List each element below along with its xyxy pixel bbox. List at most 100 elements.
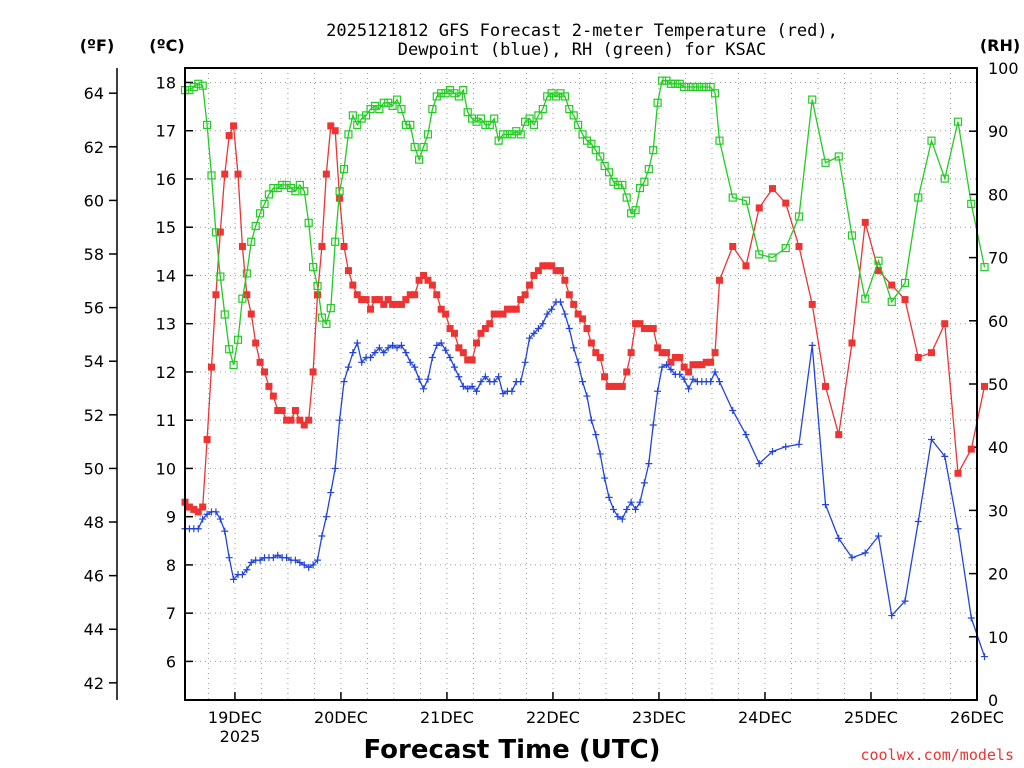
data-point xyxy=(344,267,352,275)
data-point xyxy=(728,193,737,202)
data-point xyxy=(498,130,508,139)
data-point xyxy=(486,320,494,328)
data-point xyxy=(442,346,450,354)
data-point xyxy=(583,325,591,333)
data-point xyxy=(393,300,401,308)
data-point xyxy=(981,382,989,390)
data-point xyxy=(464,356,472,364)
data-point xyxy=(234,170,242,178)
data-point xyxy=(782,443,790,451)
data-point xyxy=(397,300,405,308)
data-point xyxy=(539,320,547,328)
data-point xyxy=(335,187,344,196)
data-point xyxy=(742,262,750,270)
data-point xyxy=(689,361,697,369)
data-point xyxy=(601,474,609,482)
data-point xyxy=(529,120,539,129)
data-point xyxy=(521,358,529,366)
data-point xyxy=(888,612,896,620)
data-point xyxy=(375,344,383,352)
rh-tick-label: 30 xyxy=(988,501,1008,520)
data-point xyxy=(847,231,857,240)
data-point xyxy=(715,136,724,145)
data-point xyxy=(794,212,804,221)
data-point xyxy=(645,460,653,468)
data-point xyxy=(353,339,361,347)
data-point xyxy=(914,517,922,525)
data-point xyxy=(835,431,843,439)
x-tick-label: 22DEC xyxy=(526,708,580,727)
data-point xyxy=(534,325,542,333)
x-tick-label: 25DEC xyxy=(844,708,898,727)
data-point xyxy=(367,353,375,361)
grid-lines xyxy=(185,68,977,700)
data-point xyxy=(534,111,543,120)
data-point xyxy=(900,278,910,287)
data-point xyxy=(326,304,335,313)
data-point xyxy=(481,120,490,129)
data-point xyxy=(367,305,375,313)
data-point xyxy=(618,382,626,390)
data-point xyxy=(397,104,406,114)
rh-unit-label: (RH) xyxy=(980,36,1020,55)
data-point xyxy=(685,368,693,376)
data-point xyxy=(296,559,304,567)
data-point xyxy=(706,82,715,92)
data-point xyxy=(980,262,989,272)
data-point xyxy=(300,561,308,569)
data-point xyxy=(715,276,723,284)
celsius-tick-label: 18 xyxy=(156,73,176,92)
fahrenheit-unit-label: (ºF) xyxy=(80,36,115,55)
data-point xyxy=(238,294,247,303)
data-point xyxy=(618,515,626,523)
fahrenheit-tick-label: 42 xyxy=(84,674,104,693)
data-point xyxy=(211,228,221,237)
data-point xyxy=(476,114,486,123)
data-point xyxy=(499,310,507,318)
data-point xyxy=(579,315,587,323)
celsius-tick-label: 7 xyxy=(166,604,176,623)
axis-ticks: 19DEC 20DEC 21DEC 22DEC 23DEC 24DEC 25DEC 26DEC… xyxy=(84,59,1019,727)
data-point xyxy=(336,416,344,424)
data-point xyxy=(967,199,976,208)
data-point xyxy=(644,165,653,174)
data-point xyxy=(874,532,882,540)
data-point xyxy=(614,382,622,390)
x-tick-label: 26DEC xyxy=(950,708,1004,727)
data-point xyxy=(654,387,662,395)
data-point xyxy=(459,349,467,357)
data-point xyxy=(657,76,667,85)
data-point xyxy=(967,614,975,622)
series-line xyxy=(185,301,986,657)
data-point xyxy=(967,445,975,453)
data-point xyxy=(649,146,658,155)
data-point xyxy=(194,508,202,516)
data-point xyxy=(707,378,715,386)
data-point xyxy=(256,358,264,366)
data-point xyxy=(291,187,300,196)
data-point xyxy=(459,382,467,390)
data-point xyxy=(392,95,402,104)
data-point xyxy=(304,218,313,227)
data-point xyxy=(269,392,277,400)
data-point xyxy=(344,363,352,371)
data-point xyxy=(300,421,308,429)
data-point xyxy=(397,341,405,349)
data-point xyxy=(658,363,666,371)
data-point xyxy=(406,291,414,299)
data-point xyxy=(565,104,574,114)
data-point xyxy=(384,296,392,304)
data-point xyxy=(283,554,291,562)
data-point xyxy=(313,281,322,291)
data-point xyxy=(247,237,256,246)
fahrenheit-tick-label: 64 xyxy=(84,84,104,103)
data-point xyxy=(490,114,499,123)
data-point xyxy=(322,319,331,329)
data-point xyxy=(358,296,366,304)
data-point xyxy=(914,193,923,202)
data-point xyxy=(389,341,397,349)
data-point xyxy=(525,114,534,123)
fahrenheit-tick-label: 56 xyxy=(84,299,104,318)
x-tick-label: 24DEC xyxy=(738,708,792,727)
